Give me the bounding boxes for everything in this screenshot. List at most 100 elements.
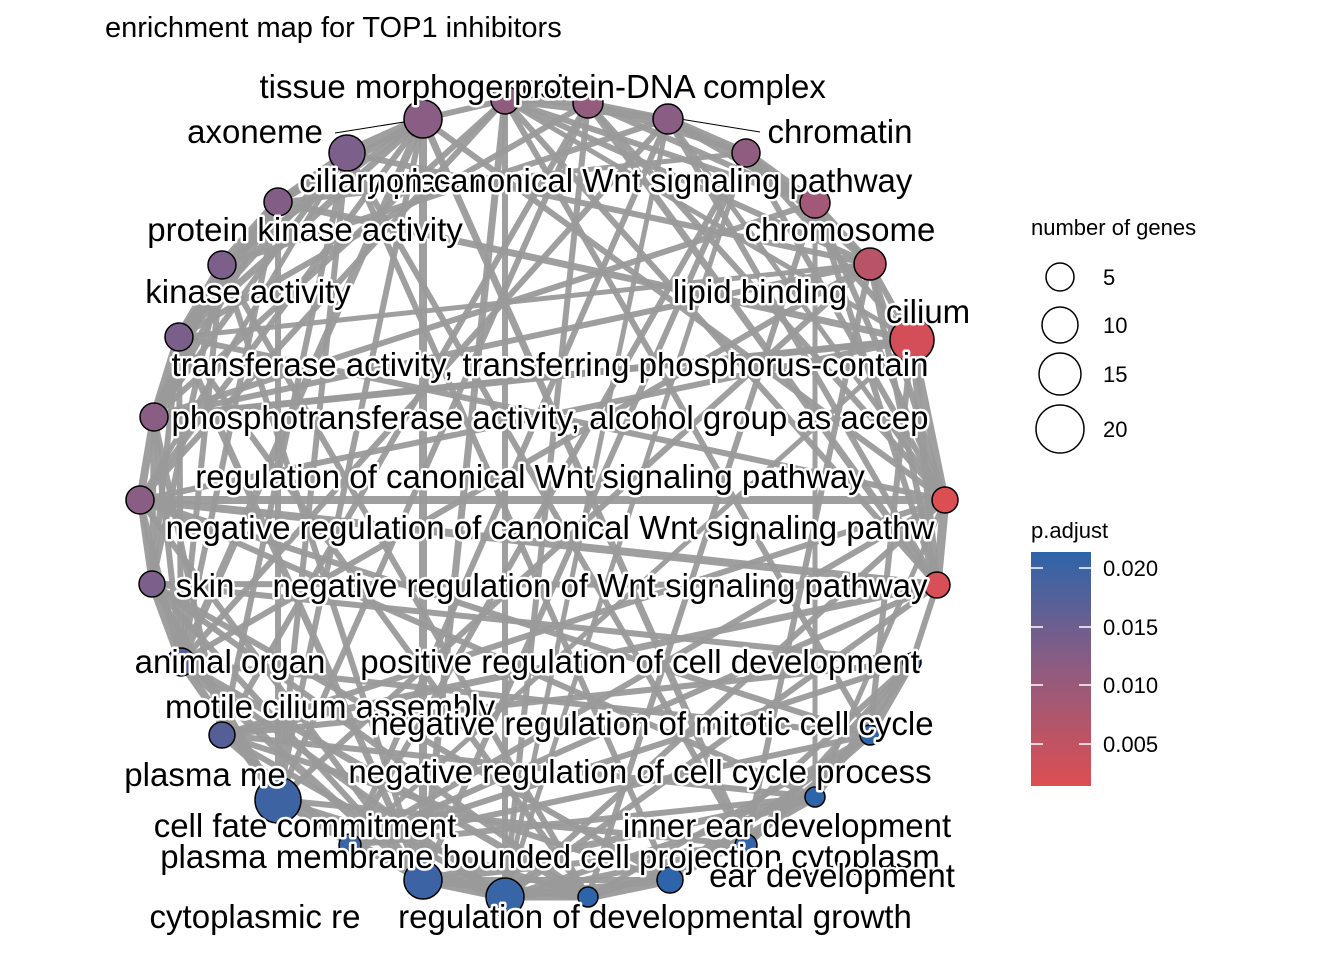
network-node <box>403 860 443 900</box>
network-edge <box>153 336 913 421</box>
network-edge <box>178 334 946 503</box>
legend: number of genes 5 10 15 20 p.adjust 0.02… <box>1031 215 1196 786</box>
color-legend-label: 0.015 <box>1103 615 1158 640</box>
node-label: kinase activity <box>145 273 351 310</box>
network-node <box>328 134 366 172</box>
size-legend-label: 20 <box>1103 417 1127 442</box>
node-label: negative regulation of Wnt signaling pat… <box>273 567 928 604</box>
network-edge <box>219 264 426 881</box>
size-legend-label: 5 <box>1103 265 1115 290</box>
network-edge <box>349 659 913 848</box>
network-node <box>485 877 525 917</box>
node-label: regulation of developmental growth <box>398 898 912 935</box>
node-label: plasma me <box>124 756 285 793</box>
network-edge <box>743 659 915 848</box>
node-label: regulation of canonical Wnt signaling pa… <box>195 458 865 495</box>
node-label: non-canonical Wnt signaling pathway <box>368 162 913 199</box>
network-node <box>490 85 520 115</box>
node-label: chromatin <box>768 113 913 150</box>
network-edge <box>219 101 591 737</box>
network-edge <box>151 97 508 420</box>
size-legend-circle-15 <box>1038 352 1082 396</box>
network-edge <box>221 732 816 800</box>
node-label: tissue morphogenesis <box>259 68 580 105</box>
network-node <box>731 138 761 168</box>
network-edge <box>178 261 871 340</box>
network-edge <box>275 101 591 802</box>
network-node <box>139 402 169 432</box>
network-node <box>138 570 166 598</box>
node-label: negative regulation of cell cycle proces… <box>348 753 931 790</box>
network-node <box>853 247 887 281</box>
network-edge <box>277 198 913 344</box>
color-legend-label: 0.010 <box>1103 673 1158 698</box>
network-edge <box>219 263 591 899</box>
network-node <box>931 486 959 514</box>
network-node <box>577 886 599 908</box>
network-node <box>902 652 922 672</box>
node-label: animal organ <box>135 643 326 680</box>
label-leader-line <box>679 118 761 133</box>
node-label: skin <box>176 567 235 604</box>
node-label: cytoplasmic re <box>150 898 361 935</box>
network-edge <box>277 797 747 848</box>
network-edge <box>277 150 747 205</box>
color-legend-label: 0.005 <box>1103 732 1158 757</box>
network-edge <box>137 498 426 882</box>
network-edge <box>179 261 872 665</box>
network-edge <box>866 660 916 737</box>
node-label: ciliary plasm <box>299 162 481 199</box>
network-edge <box>151 581 938 588</box>
network-node <box>859 724 881 746</box>
network-edge <box>422 842 747 883</box>
network-edge <box>153 261 871 420</box>
size-legend-label: 10 <box>1103 313 1127 338</box>
network-edge <box>139 337 913 503</box>
network-edge <box>137 97 508 503</box>
node-label: chromosome <box>745 211 936 248</box>
network-node <box>338 833 362 857</box>
network-node <box>889 317 935 363</box>
network-edge <box>348 497 947 848</box>
node-label: negative regulation of mitotic cell cycl… <box>370 705 933 742</box>
network-edge <box>221 659 913 738</box>
network-edge <box>349 732 871 848</box>
color-legend-title: p.adjust <box>1031 518 1108 543</box>
node-label: inner ear development <box>623 807 951 844</box>
node-label: ear development <box>709 857 955 894</box>
network-edge <box>743 263 873 846</box>
network-node <box>652 103 684 135</box>
network-edge <box>668 732 872 883</box>
plot-title: enrichment map for TOP1 inhibitors <box>105 12 562 44</box>
network-edge <box>138 497 817 800</box>
network-node <box>166 647 196 677</box>
network-edge <box>221 581 938 739</box>
node-label: negative regulation of canonical Wnt sig… <box>166 509 935 546</box>
network-edge <box>346 150 871 267</box>
network-node <box>799 187 831 219</box>
size-legend-circle-20 <box>1035 404 1085 454</box>
network-edge <box>932 499 950 586</box>
size-legend-circle-5 <box>1045 262 1075 292</box>
network-edge <box>421 116 947 503</box>
node-label: lipid binding <box>673 273 847 310</box>
size-legend-circle-10 <box>1041 306 1079 344</box>
network-node <box>208 721 236 749</box>
network-edge <box>908 339 941 586</box>
network-edge <box>151 581 913 665</box>
node-label: transferase activity, transferring phosp… <box>172 346 929 383</box>
network-edge <box>420 151 749 882</box>
network-edge <box>349 794 816 848</box>
node-label: plasma membrane bounded cell projection … <box>160 838 940 875</box>
node-label: cell fate commitment <box>154 807 457 844</box>
node-label: axoneme <box>187 113 323 150</box>
network-node <box>572 87 604 119</box>
network-node <box>734 833 758 857</box>
node-label: positive regulation of cell development <box>360 643 920 680</box>
network-node <box>207 250 237 280</box>
network-edge <box>502 152 749 898</box>
node-label: motile cilium assembly <box>165 688 496 725</box>
